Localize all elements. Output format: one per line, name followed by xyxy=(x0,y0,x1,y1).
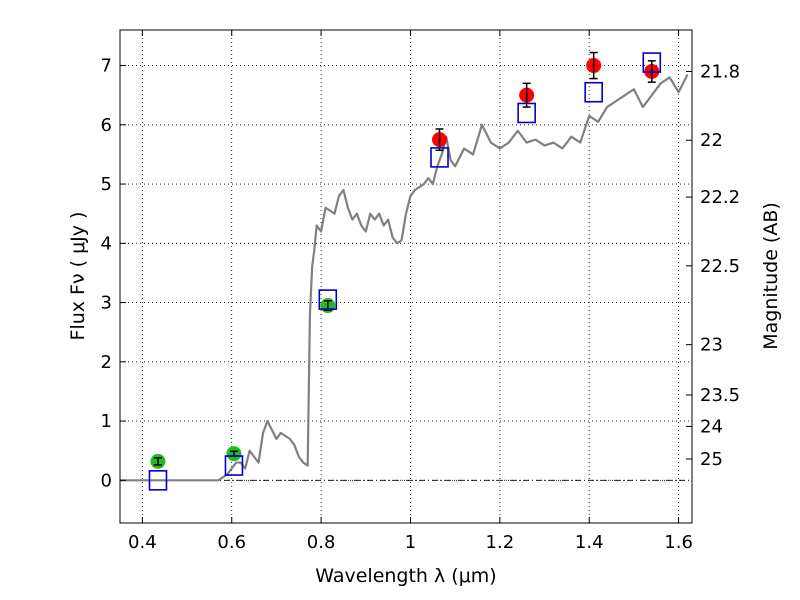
model-band-point xyxy=(584,81,603,103)
model-band-point xyxy=(148,470,168,491)
y2-tick-label: 23 xyxy=(700,335,723,356)
model-band-point xyxy=(517,102,536,124)
model-band-point xyxy=(430,147,449,168)
x-tick-label: 1.6 xyxy=(664,532,693,553)
y-tick-label: 6 xyxy=(101,115,112,136)
x-tick-label: 1.2 xyxy=(486,532,515,553)
plot-background xyxy=(120,30,692,523)
x-tick-label: 1 xyxy=(405,532,416,553)
x-tick-label: 0.8 xyxy=(307,532,336,553)
y2-tick-label: 22 xyxy=(700,130,723,151)
y2-ticks: 21.8 22 22.2 22.5 23 23.5 24 25 xyxy=(686,61,740,470)
plot-frame xyxy=(119,29,693,524)
y2-tick-label: 23.5 xyxy=(700,385,740,406)
y-tick-label: 2 xyxy=(101,352,112,373)
x-ticks: 0.4 0.6 0.8 1 1.2 1.4 1.6 xyxy=(128,30,693,553)
y-axis-label: Flux Fν ( μJy ) xyxy=(67,212,89,341)
x-tick-label: 1.4 xyxy=(575,532,604,553)
y-tick-label: 4 xyxy=(101,233,112,254)
plot-area xyxy=(120,51,689,491)
x-tick-label: 0.6 xyxy=(217,532,246,553)
model-spectrum-line xyxy=(120,73,689,482)
y2-tick-label: 24 xyxy=(700,416,723,437)
model-band-point xyxy=(642,52,662,73)
y2-tick-label: 25 xyxy=(700,449,723,470)
y2-tick-label: 22.5 xyxy=(700,256,740,277)
y-tick-label: 0 xyxy=(101,470,112,491)
y2-tick-label: 21.8 xyxy=(700,61,740,82)
y2-tick-label: 22.2 xyxy=(700,187,740,208)
x-tick-label: 0.4 xyxy=(128,532,157,553)
y-tick-label: 1 xyxy=(101,411,112,432)
y2-axis-label: Magnitude (AB) xyxy=(760,202,782,350)
y-tick-label: 3 xyxy=(101,293,112,314)
y-tick-label: 5 xyxy=(101,174,112,195)
y-ticks: 0 1 2 3 4 5 6 7 xyxy=(101,56,126,491)
model-band-point xyxy=(318,289,338,310)
y-tick-label: 7 xyxy=(101,56,112,77)
model-band-point xyxy=(224,455,244,476)
x-axis-label: Wavelength λ (μm) xyxy=(315,565,496,587)
